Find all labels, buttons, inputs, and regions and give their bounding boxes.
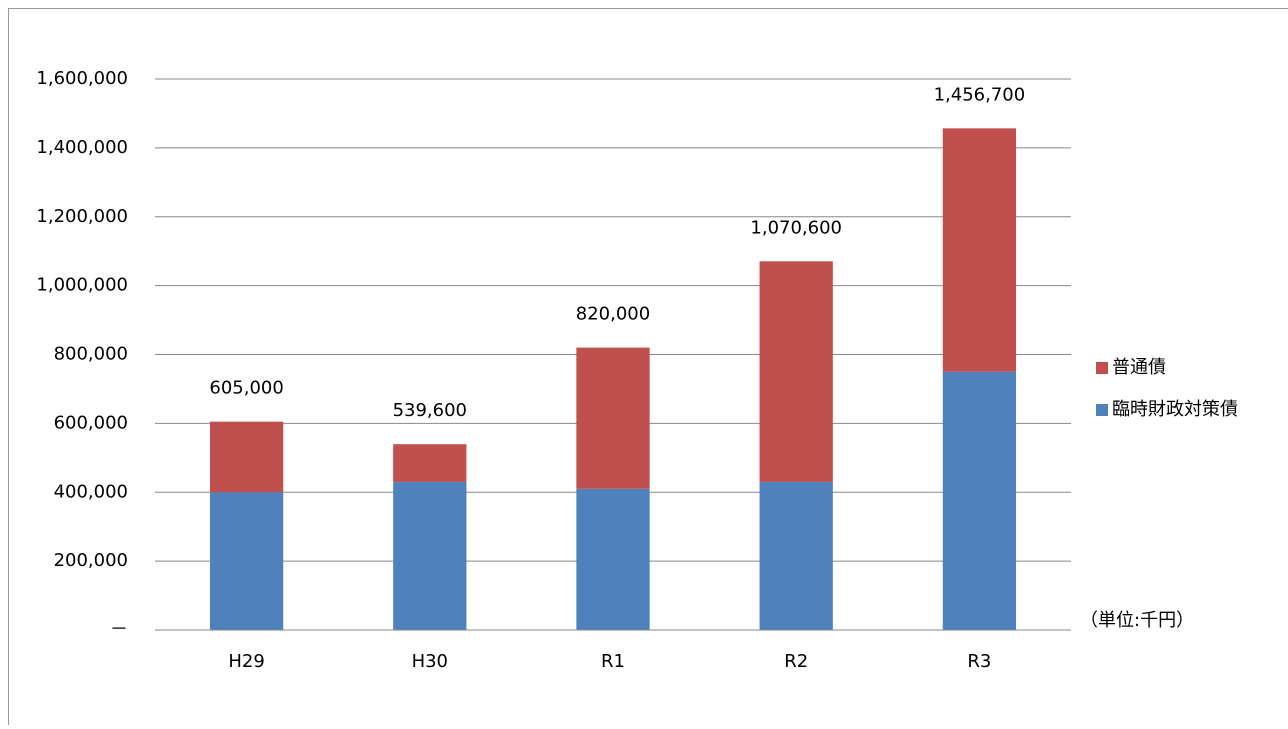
unit-note: （単位:千円）: [1080, 610, 1194, 631]
bar-segment: [760, 482, 833, 630]
total-label: 1,070,600: [750, 217, 842, 238]
bar-segment: [210, 422, 283, 493]
y-tick-label: 200,000: [54, 550, 128, 571]
x-tick-label: H29: [228, 651, 264, 672]
total-label: 1,456,700: [934, 84, 1026, 105]
y-tick-label: 1,000,000: [36, 275, 128, 296]
x-tick-label: R2: [784, 651, 808, 672]
bar-segment: [576, 348, 649, 489]
bar-segment: [760, 261, 833, 482]
y-tick-label: 1,400,000: [36, 137, 128, 158]
legend-swatch: [1096, 404, 1108, 416]
y-tick-label: 1,200,000: [36, 206, 128, 227]
bar-segment: [943, 372, 1016, 630]
bar-segment: [393, 482, 466, 630]
bar-segment: [943, 128, 1016, 371]
x-tick-label: H30: [412, 651, 448, 672]
x-tick-label: R1: [601, 651, 625, 672]
total-label: 605,000: [209, 378, 283, 399]
legend-swatch: [1096, 362, 1108, 374]
bar-segment: [393, 444, 466, 482]
bar-segment: [576, 489, 649, 630]
y-tick-label: 1,600,000: [36, 68, 128, 89]
y-tick-label: －: [110, 619, 128, 640]
total-label: 820,000: [576, 304, 650, 325]
bar-segment: [210, 492, 283, 630]
total-label: 539,600: [393, 400, 467, 421]
legend-label: 臨時財政対策債: [1112, 399, 1238, 420]
y-tick-label: 800,000: [54, 344, 128, 365]
x-tick-label: R3: [967, 651, 991, 672]
y-tick-label: 400,000: [54, 481, 128, 502]
y-tick-label: 600,000: [54, 412, 128, 433]
legend-label: 普通債: [1112, 357, 1166, 378]
